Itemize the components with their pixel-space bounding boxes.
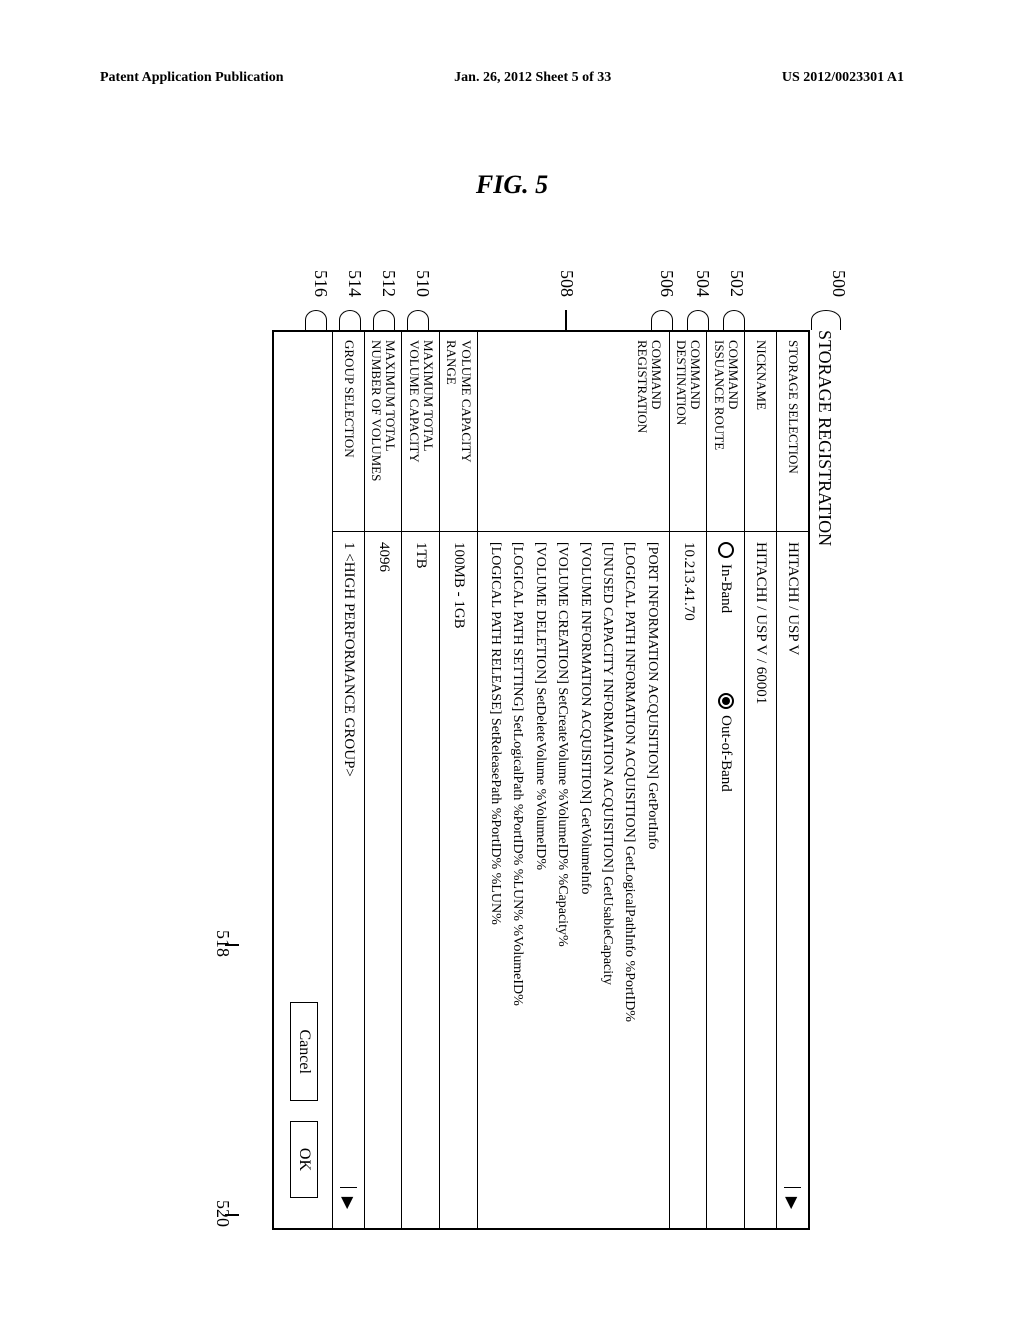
- ok-button[interactable]: OK: [290, 1121, 318, 1198]
- radio-out-of-band-label: Out-of-Band: [717, 715, 734, 792]
- label-command-registration: COMMAND REGISTRATION: [478, 332, 669, 532]
- callout-502-line: [723, 310, 745, 330]
- button-row: Cancel OK: [274, 332, 332, 1228]
- value-volume-capacity-range[interactable]: 100MB - 1GB: [440, 532, 477, 1228]
- value-storage-selection[interactable]: HITACHI / USP V ▶: [777, 532, 808, 1228]
- callout-520-line: [225, 1214, 239, 1216]
- header-center: Jan. 26, 2012 Sheet 5 of 33: [454, 70, 611, 86]
- command-line: [VOLUME INFORMATION ACQUISITION] GetVolu…: [573, 542, 595, 1218]
- figure-container: 500 502 504 506 508 510 512 514 516 518 …: [140, 210, 880, 1270]
- cancel-button[interactable]: Cancel: [290, 1002, 318, 1100]
- command-line: [VOLUME CREATION] SetCreateVolume %Volum…: [551, 542, 573, 1218]
- dialog-title: STORAGE REGISTRATION: [814, 330, 835, 1250]
- row-max-total-volume-capacity: MAXIMUM TOTAL VOLUME CAPACITY 1TB: [402, 332, 440, 1228]
- callout-514: 514: [344, 270, 365, 297]
- value-group-selection[interactable]: 1 <HIGH PERFORMANCE GROUP> ▶: [333, 532, 364, 1228]
- command-line: [LOGICAL PATH RELEASE] SetReleasePath %P…: [484, 542, 506, 1218]
- label-volume-capacity-range: VOLUME CAPACITY RANGE: [440, 332, 477, 532]
- callout-506-line: [651, 310, 673, 330]
- command-line: [LOGICAL PATH SETTING] SetLogicalPath %P…: [506, 542, 528, 1218]
- group-selection-dropdown[interactable]: 1 <HIGH PERFORMANCE GROUP> ▶: [338, 542, 358, 1218]
- callout-500: 500: [828, 270, 849, 297]
- value-command-registration[interactable]: [PORT INFORMATION ACQUISITION] GetPortIn…: [478, 532, 669, 1228]
- callout-508-line: [566, 310, 568, 330]
- storage-registration-dialog: STORAGE SELECTION HITACHI / USP V ▶ NICK…: [272, 330, 810, 1230]
- dialog-rotated-wrapper: 500 502 504 506 508 510 512 514 516 518 …: [185, 230, 835, 1250]
- value-issuance-route: In-Band Out-of-Band: [707, 532, 744, 1228]
- label-destination: COMMAND DESTINATION: [670, 332, 707, 532]
- callout-510: 510: [412, 270, 433, 297]
- callout-516: 516: [310, 270, 331, 297]
- radio-circle-icon: [718, 542, 734, 558]
- page-header: Patent Application Publication Jan. 26, …: [0, 70, 1024, 86]
- figure-title: FIG. 5: [0, 170, 1024, 200]
- storage-selection-dropdown[interactable]: HITACHI / USP V ▶: [783, 542, 803, 1218]
- label-group-selection: GROUP SELECTION: [333, 332, 364, 532]
- command-line: [UNUSED CAPACITY INFORMATION ACQUISITION…: [596, 542, 618, 1218]
- radio-circle-icon: [718, 693, 734, 709]
- row-issuance-route: COMMAND ISSUANCE ROUTE In-Band Out-of-Ba…: [706, 332, 744, 1228]
- radio-out-of-band[interactable]: Out-of-Band: [717, 693, 734, 792]
- callout-502: 502: [726, 270, 747, 297]
- row-storage-selection: STORAGE SELECTION HITACHI / USP V ▶: [776, 332, 808, 1228]
- callout-518-line: [225, 944, 239, 946]
- callout-508: 508: [556, 270, 577, 297]
- dropdown-arrow-icon[interactable]: ▶: [783, 1188, 803, 1218]
- row-volume-capacity-range: VOLUME CAPACITY RANGE 100MB - 1GB: [439, 332, 477, 1228]
- row-max-total-number-volumes: MAXIMUM TOTAL NUMBER OF VOLUMES 4096: [364, 332, 402, 1228]
- value-destination[interactable]: 10.213.41.70: [670, 532, 707, 1228]
- row-group-selection: GROUP SELECTION 1 <HIGH PERFORMANCE GROU…: [332, 332, 364, 1228]
- value-max-total-number-volumes[interactable]: 4096: [365, 532, 402, 1228]
- callout-510-line: [407, 310, 429, 330]
- label-max-total-number-volumes: MAXIMUM TOTAL NUMBER OF VOLUMES: [365, 332, 402, 532]
- storage-selection-text: HITACHI / USP V: [784, 542, 801, 1188]
- callout-514-line: [339, 310, 361, 330]
- radio-in-band-label: In-Band: [717, 564, 734, 613]
- callout-504: 504: [692, 270, 713, 297]
- group-selection-text: 1 <HIGH PERFORMANCE GROUP>: [340, 542, 357, 1188]
- callout-500-line: [811, 310, 841, 330]
- callout-504-line: [687, 310, 709, 330]
- callout-512-line: [373, 310, 395, 330]
- label-storage-selection: STORAGE SELECTION: [777, 332, 808, 532]
- row-destination: COMMAND DESTINATION 10.213.41.70: [669, 332, 707, 1228]
- row-command-registration: COMMAND REGISTRATION [PORT INFORMATION A…: [477, 332, 669, 1228]
- label-nickname: NICKNAME: [745, 332, 776, 532]
- radio-in-band[interactable]: In-Band: [717, 542, 734, 613]
- header-right: US 2012/0023301 A1: [782, 70, 904, 86]
- command-line: [VOLUME DELETION] SetDeleteVolume %Volum…: [528, 542, 550, 1218]
- value-max-total-volume-capacity[interactable]: 1TB: [403, 532, 440, 1228]
- command-line: [PORT INFORMATION ACQUISITION] GetPortIn…: [640, 542, 662, 1218]
- radio-dot-icon: [722, 697, 730, 705]
- header-left: Patent Application Publication: [100, 70, 284, 86]
- row-nickname: NICKNAME HITACHI / USP V / 60001: [744, 332, 776, 1228]
- dropdown-arrow-icon[interactable]: ▶: [338, 1188, 358, 1218]
- callout-512: 512: [378, 270, 399, 297]
- label-max-total-volume-capacity: MAXIMUM TOTAL VOLUME CAPACITY: [403, 332, 440, 532]
- label-issuance-route: COMMAND ISSUANCE ROUTE: [707, 332, 744, 532]
- callout-516-line: [305, 310, 327, 330]
- value-nickname[interactable]: HITACHI / USP V / 60001: [745, 532, 776, 1228]
- command-line: [LOGICAL PATH INFORMATION ACQUISITION] G…: [618, 542, 640, 1218]
- callout-506: 506: [656, 270, 677, 297]
